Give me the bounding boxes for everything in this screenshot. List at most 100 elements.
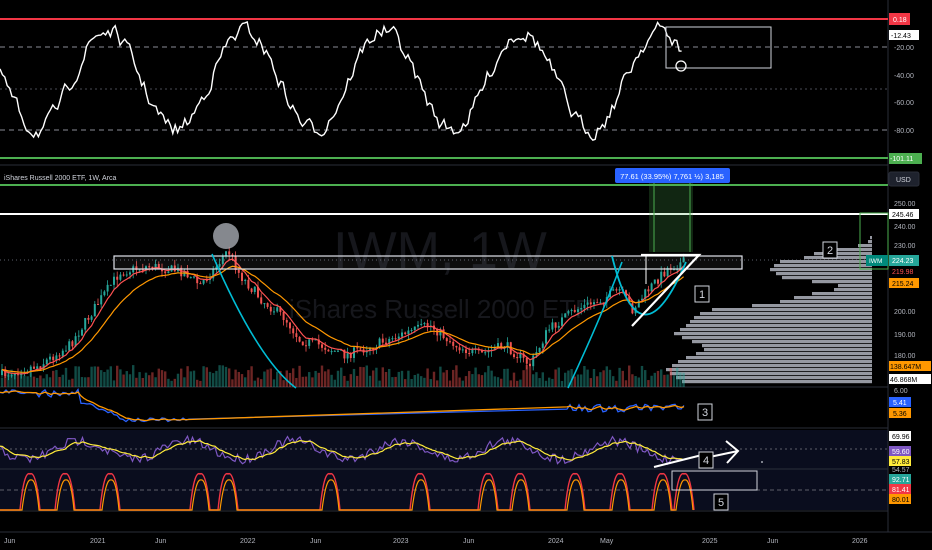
candle	[596, 298, 599, 304]
volume-bar	[285, 370, 288, 387]
volume-bar	[464, 376, 468, 387]
candle	[10, 373, 13, 378]
oscillator-pane[interactable]	[0, 0, 888, 163]
volume-bar	[487, 365, 490, 387]
indicator-5-box[interactable]	[671, 470, 758, 491]
volume-profile-row	[672, 364, 872, 368]
osc-top-badge	[889, 13, 910, 25]
volume-bar	[148, 375, 151, 387]
measure-side-box[interactable]	[859, 212, 889, 270]
volume-bar	[650, 375, 653, 387]
candle	[285, 317, 288, 328]
volume-bar	[61, 374, 64, 387]
ind4-badge-purple	[889, 446, 911, 456]
volume-bar	[596, 376, 599, 387]
cup-drawing[interactable]	[611, 255, 687, 316]
volume-profile	[666, 236, 872, 384]
annotation-box-5[interactable]	[713, 493, 729, 511]
arrow-head-icon[interactable]	[725, 440, 740, 464]
volume-bar	[423, 377, 426, 387]
candle	[305, 340, 307, 352]
ind5-badge-orange	[889, 494, 911, 504]
volume-profile-row	[812, 292, 872, 296]
price-tick: 180.00	[894, 353, 916, 360]
volume-bar	[128, 374, 132, 387]
time-label: Jun	[767, 538, 778, 545]
candle	[570, 308, 573, 316]
measure-label-bg[interactable]	[615, 168, 730, 183]
candle	[455, 345, 458, 352]
curve-drawing-left[interactable]	[211, 253, 297, 389]
candle	[7, 372, 10, 381]
volume-bar	[96, 366, 100, 387]
volume-bar	[365, 365, 368, 387]
candle	[529, 359, 531, 368]
peak-circle[interactable]	[213, 223, 239, 249]
chart-title[interactable]: iShares Russell 2000 ETF, 1W, Arca	[4, 175, 117, 182]
annotation-box-4[interactable]	[698, 451, 714, 469]
volume-bar	[573, 376, 576, 387]
volume-bar	[170, 380, 173, 387]
ascending-triangle[interactable]	[631, 253, 702, 327]
time-label: 2023	[393, 538, 409, 545]
volume-badge	[889, 374, 931, 384]
measure-range[interactable]	[649, 182, 693, 252]
annotation-box-3[interactable]	[697, 403, 713, 421]
time-axis[interactable]: Jun 2021 Jun 2022 Jun 2023 Jun 2024 May …	[4, 538, 868, 545]
indicator-4-purple	[0, 434, 683, 466]
annotation-box-2[interactable]	[822, 241, 838, 259]
candle	[301, 341, 304, 346]
volume-bar	[666, 374, 669, 387]
candle	[394, 333, 397, 341]
candle	[641, 294, 643, 301]
oscillator-marker[interactable]	[675, 60, 687, 72]
candle	[593, 299, 595, 309]
volume-bar	[432, 371, 436, 387]
volume-bar	[544, 380, 548, 387]
currency-button[interactable]	[888, 171, 920, 187]
ind5-badge-text: 81.41	[892, 487, 910, 494]
price-tick: 230.00	[894, 243, 916, 250]
candle	[164, 271, 167, 278]
ind4-badge-yellow	[889, 456, 911, 466]
candle	[273, 307, 275, 316]
trend-line-4[interactable]	[653, 453, 707, 468]
annotation-box-1[interactable]	[694, 285, 710, 303]
volume-bar	[64, 367, 68, 387]
indicator-4-yellow	[0, 439, 683, 461]
indicator-5-orange	[0, 479, 694, 511]
annotation-label-1: 1	[699, 289, 705, 301]
ind5-badge-green	[889, 474, 911, 484]
volume-bar	[183, 377, 186, 387]
candle	[106, 280, 109, 296]
candle	[253, 286, 256, 295]
volume-bar	[333, 379, 336, 387]
volume-profile-row	[804, 256, 872, 260]
candle	[554, 322, 557, 334]
candle	[119, 272, 122, 282]
candle	[391, 335, 394, 342]
indicator-pane-4[interactable]	[0, 430, 888, 470]
ind3-badge-orange	[889, 408, 911, 418]
candle	[551, 318, 554, 333]
candle	[666, 266, 669, 278]
volume-bar	[407, 370, 410, 387]
volume-bar	[116, 365, 119, 387]
candle	[353, 346, 355, 363]
range-rectangle[interactable]	[113, 255, 743, 270]
candle	[13, 372, 16, 380]
volume-bar	[154, 377, 157, 387]
volume-bar	[356, 375, 359, 387]
ind4-badge-text: 54.57	[892, 467, 910, 474]
candle	[561, 313, 563, 329]
volume-bar	[80, 377, 84, 387]
oscillator-annotation-box[interactable]	[665, 26, 772, 69]
candle	[487, 347, 490, 358]
iwm-tag	[866, 255, 888, 266]
candle	[68, 338, 71, 352]
time-label: 2022	[240, 538, 256, 545]
volume-bar	[490, 370, 493, 387]
annotation-label-3: 3	[702, 407, 708, 419]
